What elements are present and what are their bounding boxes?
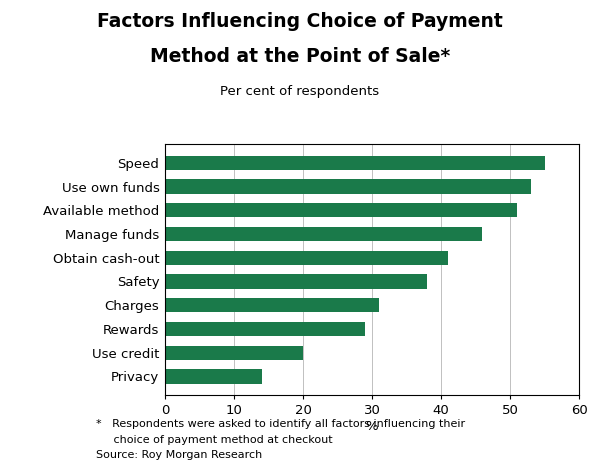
Bar <box>165 274 427 289</box>
Text: Per cent of respondents: Per cent of respondents <box>220 85 380 98</box>
Bar <box>165 346 303 360</box>
Bar <box>165 227 482 241</box>
Bar <box>165 156 545 170</box>
Bar <box>165 298 379 312</box>
Bar <box>165 322 365 336</box>
Text: Factors Influencing Choice of Payment: Factors Influencing Choice of Payment <box>97 12 503 31</box>
X-axis label: %: % <box>365 420 379 433</box>
Text: choice of payment method at checkout: choice of payment method at checkout <box>96 435 332 445</box>
Text: Method at the Point of Sale*: Method at the Point of Sale* <box>150 47 450 66</box>
Text: *   Respondents were asked to identify all factors influencing their: * Respondents were asked to identify all… <box>96 419 465 429</box>
Bar <box>165 251 448 265</box>
Bar <box>165 369 262 384</box>
Bar <box>165 203 517 218</box>
Bar <box>165 179 531 193</box>
Text: Source: Roy Morgan Research: Source: Roy Morgan Research <box>96 450 262 460</box>
